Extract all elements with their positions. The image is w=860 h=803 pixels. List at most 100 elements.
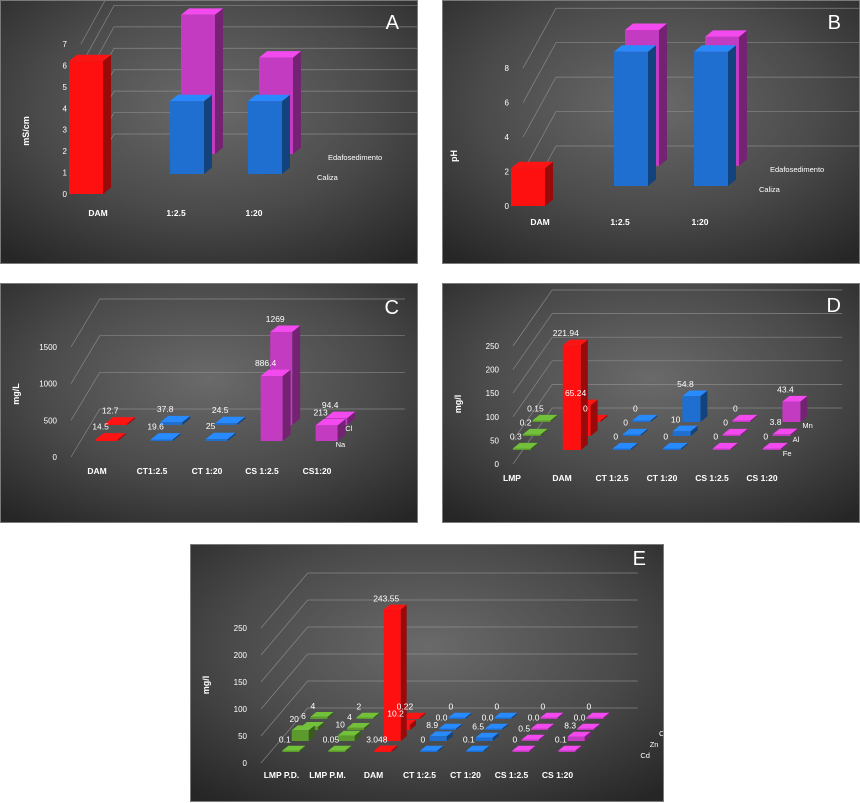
bar	[215, 423, 238, 425]
chart-panel-e: 0 50 100 150 200 250 mg/l E LMP P.D. LMP P.M. DAM C…	[190, 544, 664, 802]
bar-side	[648, 45, 656, 187]
bar-side	[293, 51, 301, 154]
bar	[722, 434, 741, 436]
bar	[475, 737, 493, 741]
bar-side	[419, 712, 426, 719]
gridline	[512, 336, 843, 394]
bar-side	[373, 712, 380, 719]
data-label: 0	[512, 735, 517, 745]
category-label: DAM	[364, 770, 383, 780]
category-label: CT1:2.5	[137, 466, 168, 476]
bar-top	[356, 712, 380, 718]
bar-top	[614, 45, 656, 52]
bar-side	[282, 94, 290, 174]
bar	[532, 420, 551, 422]
series-label: Edafosedimento	[770, 165, 824, 174]
category-label: CS 1:2.5	[695, 473, 729, 483]
data-label: 0	[723, 418, 728, 428]
bar-top	[347, 723, 371, 728]
data-label: 0.0	[482, 713, 494, 723]
y-tick-label: 2	[63, 147, 68, 156]
bar-top	[762, 442, 788, 449]
data-label: 3.048	[366, 734, 388, 744]
bars	[95, 325, 356, 441]
bar	[282, 750, 300, 752]
bar-top	[259, 51, 301, 58]
bar	[356, 717, 374, 719]
data-label: 0	[541, 702, 546, 712]
bar-side	[530, 442, 538, 450]
bar	[614, 51, 648, 186]
bar-top	[374, 745, 398, 751]
y-tick-label: 1500	[39, 343, 57, 352]
bar-top	[511, 161, 553, 169]
bar-side	[600, 414, 608, 422]
series-label: Na	[336, 440, 346, 449]
bar-side	[550, 414, 558, 422]
y-tick-label: 8	[505, 64, 510, 73]
data-label: 0.22	[397, 702, 414, 712]
chart-background	[1, 284, 417, 522]
chart-c-svg: 0 500 1000 1500 mg/L C DAM CT1:2.5 CT 1:20 CS 1:2…	[1, 284, 417, 522]
bar	[170, 101, 204, 174]
bar-top	[521, 734, 545, 740]
category-label: CT 1:2.5	[595, 473, 628, 483]
bar-side	[540, 428, 548, 436]
chart-panel-a: 0 1 2 3 4 5 6 7 mS/cm A DAM 1:2.5 1:20 Caliza Edafosed…	[0, 0, 418, 264]
bar-side	[548, 723, 555, 730]
data-label: 10.2	[387, 708, 404, 718]
data-label: 0.15	[527, 404, 544, 414]
bar-top	[439, 723, 463, 729]
data-label: 0	[733, 404, 738, 414]
data-label: 14.5	[92, 422, 109, 432]
y-tick-label: 1	[63, 169, 68, 178]
bar-top	[522, 428, 548, 435]
series-label: Cl	[345, 424, 352, 433]
bar-side	[580, 339, 588, 450]
gridline	[522, 7, 859, 69]
data-label: 0.05	[323, 735, 340, 745]
y-tick-label: 0	[505, 202, 510, 211]
bar	[328, 750, 346, 752]
bar-side	[511, 712, 518, 719]
data-label: 10	[671, 414, 681, 424]
bar-side	[584, 731, 591, 741]
category-label: LMP	[503, 473, 521, 483]
bar-side	[292, 325, 301, 425]
bar	[522, 434, 541, 436]
y-tick-label: 200	[486, 366, 500, 375]
series-label: Cd	[640, 751, 650, 760]
bar-side	[347, 411, 356, 425]
bar	[466, 750, 484, 752]
bar-side	[739, 30, 747, 166]
gridlines	[70, 298, 405, 458]
bar-side	[299, 745, 306, 752]
bar	[95, 439, 118, 441]
data-label: 0.1	[279, 735, 291, 745]
bar-top	[632, 414, 658, 421]
gridline	[260, 599, 638, 656]
bar-side	[465, 712, 472, 719]
category-label: 1:2.5	[610, 217, 630, 227]
category-label: DAM	[88, 208, 107, 218]
bar-top	[420, 745, 444, 751]
bar-top	[712, 442, 738, 449]
gridline	[260, 626, 638, 683]
bar	[347, 727, 365, 730]
data-label: 0	[495, 702, 500, 712]
category-label: CT 1:2.5	[403, 770, 436, 780]
bar-side	[237, 416, 246, 425]
bar-top	[215, 416, 246, 424]
bar	[494, 717, 512, 719]
bar-side	[603, 712, 610, 719]
data-label: 0	[587, 702, 592, 712]
bar	[429, 736, 447, 741]
data-label: 0.0	[574, 713, 586, 723]
bar	[337, 735, 355, 741]
bar-side	[400, 604, 407, 741]
panel-letter: A	[386, 12, 400, 34]
data-label: 24.5	[212, 405, 229, 415]
data-label: 0	[663, 432, 668, 442]
bar-side	[318, 721, 325, 730]
